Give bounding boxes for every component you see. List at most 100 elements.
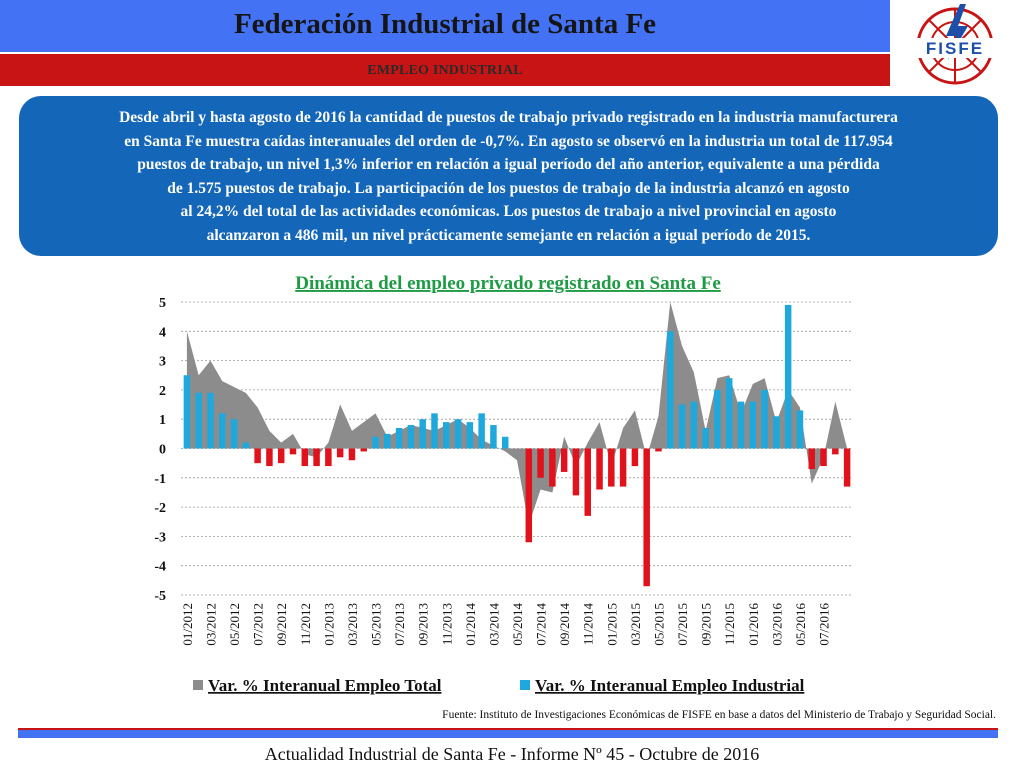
x-tick-label: 03/2015 <box>628 603 643 646</box>
bar-industrial <box>761 389 768 449</box>
x-tick-label: 03/2013 <box>345 603 360 646</box>
bar-industrial <box>289 448 297 455</box>
legend-swatch-total <box>193 680 203 690</box>
bar-industrial <box>549 448 556 487</box>
x-tick-label: 11/2012 <box>298 603 313 645</box>
bar-industrial <box>596 448 603 490</box>
x-tick-label: 05/2014 <box>510 603 525 646</box>
bar-industrial <box>619 448 627 487</box>
bar-industrial <box>584 448 591 516</box>
x-tick-label: 01/2015 <box>604 603 619 646</box>
bar-industrial <box>325 448 332 467</box>
bar-industrial <box>749 401 757 449</box>
bar-industrial <box>348 448 356 461</box>
summary-box: Desde abril y hasta agosto de 2016 la ca… <box>19 96 998 256</box>
x-tick-label: 09/2015 <box>699 603 714 646</box>
source-note: Fuente: Instituto de Investigaciones Eco… <box>442 709 996 721</box>
header-band <box>0 0 890 52</box>
bar-industrial <box>336 448 344 458</box>
bar-industrial <box>219 413 226 449</box>
bar-industrial <box>796 410 804 449</box>
x-tick-label: 03/2012 <box>203 603 218 646</box>
y-tick-label: -3 <box>154 530 166 545</box>
legend-label-total: Var. % Interanual Empleo Total <box>208 676 442 695</box>
y-tick-label: 3 <box>159 355 166 370</box>
x-tick-label: 11/2014 <box>581 603 596 646</box>
bar-industrial <box>419 419 426 449</box>
x-tick-label: 07/2015 <box>675 603 690 646</box>
bar-industrial <box>843 448 851 487</box>
x-tick-label: 05/2012 <box>227 603 242 646</box>
bar-industrial <box>301 448 309 467</box>
bar-industrial <box>443 422 450 449</box>
bar-industrial <box>702 427 709 449</box>
y-tick-label: 1 <box>159 413 166 428</box>
x-tick-label: 05/2015 <box>651 603 666 646</box>
bar-industrial <box>537 448 544 478</box>
bar-industrial <box>690 401 698 449</box>
y-tick-label: -1 <box>154 472 166 487</box>
summary-line: de 1.575 puestos de trabajo. La particip… <box>167 179 850 197</box>
bar-industrial <box>195 392 202 449</box>
x-tick-label: 09/2012 <box>274 603 289 646</box>
bar-industrial <box>525 448 533 543</box>
bar-industrial <box>490 425 497 449</box>
footer-rule <box>18 729 998 738</box>
x-tick-label: 01/2013 <box>321 603 336 646</box>
bar-industrial <box>313 448 320 467</box>
legend-label-industrial: Var. % Interanual Empleo Industrial <box>535 676 805 695</box>
area-series-total <box>186 302 848 525</box>
bar-industrial <box>384 433 391 449</box>
bar-industrial <box>631 448 639 467</box>
fisfe-logo: FISFE <box>910 4 1000 85</box>
footer-text: Actualidad Industrial de Santa Fe - Info… <box>264 744 760 764</box>
bar-industrial <box>266 448 273 467</box>
subheader-band <box>0 54 890 86</box>
bar-industrial <box>478 413 485 449</box>
x-tick-label: 01/2014 <box>463 603 478 646</box>
summary-line: al 24,2% del total de las actividades ec… <box>180 203 837 221</box>
bar-industrial <box>395 427 403 449</box>
x-tick-label: 01/2016 <box>746 603 761 646</box>
summary-line: Desde abril y hasta agosto de 2016 la ca… <box>119 109 898 126</box>
logo-text: FISFE <box>926 39 984 58</box>
x-tick-label: 07/2014 <box>534 603 549 646</box>
bar-industrial <box>725 378 733 449</box>
chart-title: Dinámica del empleo privado registrado e… <box>295 273 721 294</box>
bar-industrial <box>207 392 214 449</box>
employment-chart: Dinámica del empleo privado registrado e… <box>154 273 853 695</box>
bar-industrial <box>254 448 261 464</box>
bar-industrial <box>466 422 474 449</box>
x-tick-label: 09/2014 <box>557 603 572 646</box>
y-tick-label: -2 <box>154 501 166 516</box>
bar-industrial <box>678 404 686 449</box>
summary-line: alcanzaron a 486 mil, un nivel prácticam… <box>206 226 811 244</box>
bar-industrial <box>737 401 745 449</box>
x-tick-label: 05/2013 <box>369 603 384 646</box>
legend-swatch-industrial <box>520 680 530 690</box>
x-tick-label: 07/2013 <box>392 603 407 646</box>
x-tick-label: 03/2016 <box>769 603 784 646</box>
x-tick-label: 01/2012 <box>180 603 195 646</box>
bar-industrial <box>431 413 438 449</box>
x-tick-label: 09/2013 <box>416 603 431 646</box>
x-tick-label: 07/2012 <box>251 603 266 646</box>
x-tick-label: 07/2016 <box>817 603 832 646</box>
bar-industrial <box>454 419 462 449</box>
bar-industrial <box>183 375 191 449</box>
bar-industrial <box>407 425 415 449</box>
bar-industrial <box>608 448 615 487</box>
bar-industrial <box>808 448 815 470</box>
bar-industrial <box>230 419 238 449</box>
footer-rule-accent <box>18 728 998 730</box>
bar-industrial <box>832 448 839 455</box>
x-tick-label: 11/2015 <box>722 603 737 645</box>
summary-line: puestos de trabajo, un nivel 1,3% inferi… <box>137 156 880 174</box>
bar-industrial <box>820 448 827 467</box>
y-tick-label: 0 <box>159 443 166 458</box>
bar-industrial <box>714 389 721 449</box>
bar-industrial <box>655 448 662 452</box>
x-tick-label: 11/2013 <box>439 603 454 645</box>
section-title: EMPLEO INDUSTRIAL <box>367 63 523 78</box>
bar-industrial <box>242 442 250 449</box>
